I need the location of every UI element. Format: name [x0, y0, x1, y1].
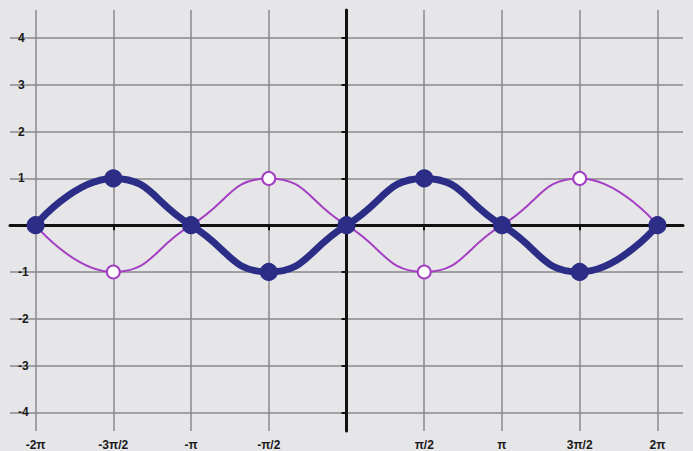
- svg-text:-π/2: -π/2: [257, 438, 281, 451]
- svg-text:3: 3: [18, 78, 25, 92]
- svg-text:-1: -1: [18, 265, 29, 279]
- svg-text:-4: -4: [18, 405, 29, 419]
- svg-text:4: 4: [18, 31, 25, 45]
- svg-text:-2π: -2π: [26, 438, 46, 451]
- svg-text:1: 1: [18, 171, 25, 185]
- svg-text:π/2: π/2: [415, 438, 435, 451]
- svg-text:π: π: [497, 438, 506, 451]
- svg-text:-π: -π: [184, 438, 197, 451]
- svg-text:-2: -2: [18, 312, 29, 326]
- svg-text:3π/2: 3π/2: [567, 438, 593, 451]
- svg-text:2: 2: [18, 125, 25, 139]
- svg-text:-3π/2: -3π/2: [98, 438, 128, 451]
- svg-text:2π: 2π: [649, 438, 665, 451]
- svg-text:-3: -3: [18, 359, 29, 373]
